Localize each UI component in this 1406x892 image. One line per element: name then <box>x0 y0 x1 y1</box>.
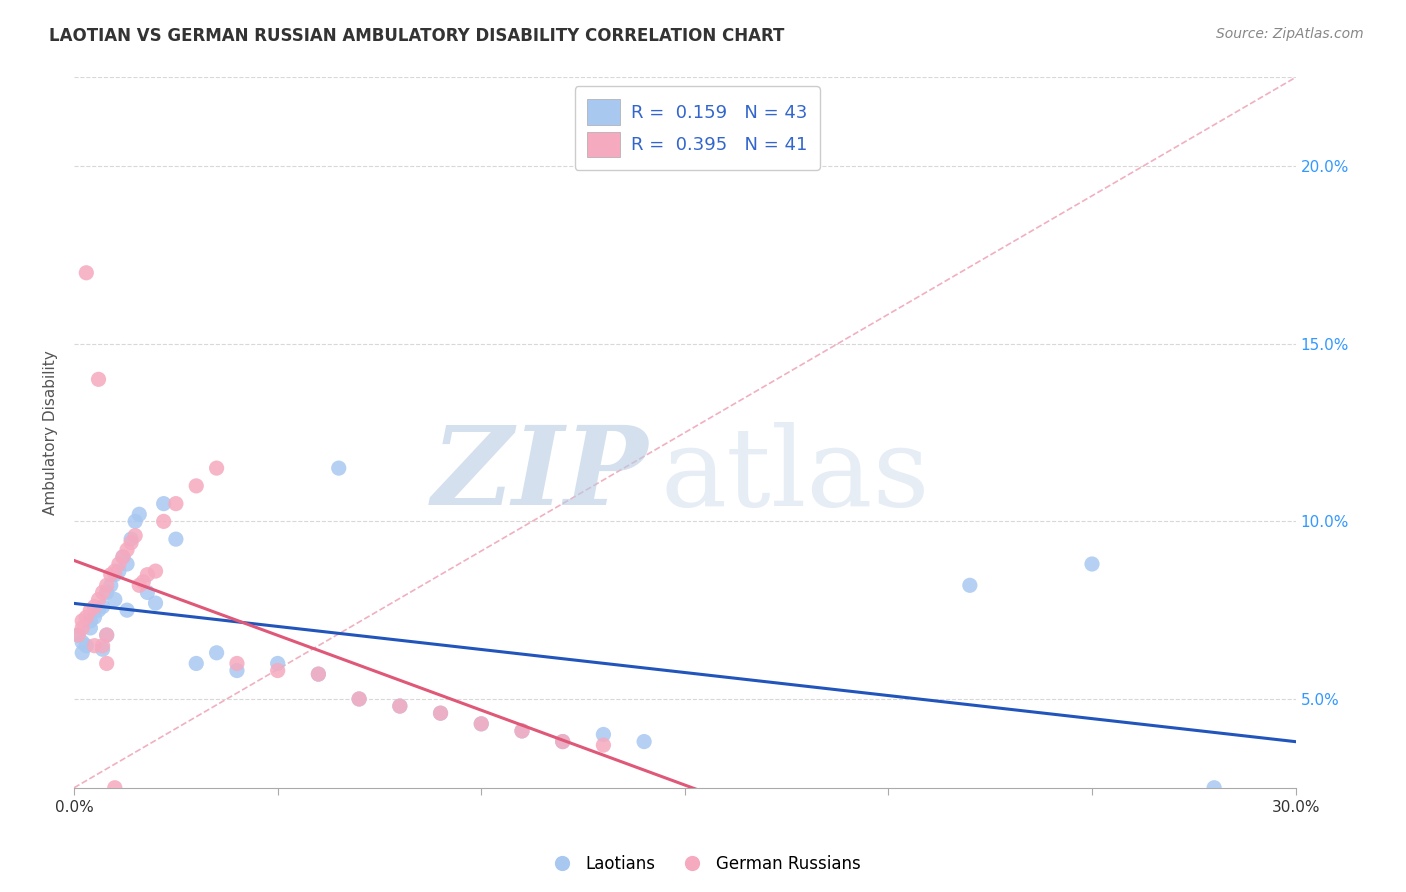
Point <box>83 610 105 624</box>
Point <box>128 508 150 522</box>
Point <box>108 557 131 571</box>
Point <box>186 479 208 493</box>
Point <box>104 567 127 582</box>
Point <box>152 497 174 511</box>
Point <box>266 664 288 678</box>
Point <box>75 639 97 653</box>
Point <box>124 515 146 529</box>
Point <box>70 646 93 660</box>
Point <box>551 734 574 748</box>
Point <box>124 528 146 542</box>
Point <box>328 461 350 475</box>
Point <box>347 692 370 706</box>
Point <box>510 723 533 738</box>
Point <box>959 578 981 592</box>
Point <box>75 266 97 280</box>
Point <box>115 603 138 617</box>
Point <box>132 574 155 589</box>
Point <box>70 635 93 649</box>
Y-axis label: Ambulatory Disability: Ambulatory Disability <box>44 351 58 515</box>
Point <box>510 723 533 738</box>
Point <box>592 738 614 752</box>
Point <box>429 706 451 721</box>
Point <box>87 603 110 617</box>
Point <box>266 657 288 671</box>
Point <box>67 628 90 642</box>
Point <box>91 642 114 657</box>
Legend: Laotians, German Russians: Laotians, German Russians <box>538 848 868 880</box>
Point <box>96 578 118 592</box>
Point <box>96 657 118 671</box>
Text: Source: ZipAtlas.com: Source: ZipAtlas.com <box>1216 27 1364 41</box>
Point <box>100 567 122 582</box>
Point <box>100 578 122 592</box>
Point <box>226 664 249 678</box>
Point <box>429 706 451 721</box>
Point <box>205 461 228 475</box>
Point <box>96 628 118 642</box>
Point <box>307 667 329 681</box>
Point <box>70 614 93 628</box>
Point <box>87 372 110 386</box>
Point <box>388 699 411 714</box>
Point <box>145 564 167 578</box>
Point <box>120 532 142 546</box>
Point <box>186 657 208 671</box>
Point <box>152 515 174 529</box>
Text: atlas: atlas <box>661 422 929 529</box>
Point <box>83 599 105 614</box>
Point <box>136 585 159 599</box>
Point <box>226 657 249 671</box>
Point <box>79 621 101 635</box>
Point <box>205 646 228 660</box>
Point <box>104 564 127 578</box>
Point <box>551 734 574 748</box>
Point <box>136 567 159 582</box>
Point <box>91 639 114 653</box>
Point <box>91 585 114 599</box>
Point <box>70 621 93 635</box>
Point <box>115 542 138 557</box>
Point <box>128 578 150 592</box>
Point <box>79 603 101 617</box>
Point <box>592 727 614 741</box>
Point <box>115 557 138 571</box>
Point <box>165 497 187 511</box>
Point <box>96 585 118 599</box>
Point <box>145 596 167 610</box>
Point <box>120 535 142 549</box>
Point <box>388 699 411 714</box>
Point <box>1204 780 1226 795</box>
Point <box>307 667 329 681</box>
Point <box>104 780 127 795</box>
Point <box>96 628 118 642</box>
Legend: R =  0.159   N = 43, R =  0.395   N = 41: R = 0.159 N = 43, R = 0.395 N = 41 <box>575 87 820 170</box>
Point <box>111 549 134 564</box>
Point <box>87 592 110 607</box>
Point <box>91 599 114 614</box>
Point <box>633 734 655 748</box>
Point <box>75 610 97 624</box>
Point <box>67 628 90 642</box>
Point <box>1081 557 1104 571</box>
Text: LAOTIAN VS GERMAN RUSSIAN AMBULATORY DISABILITY CORRELATION CHART: LAOTIAN VS GERMAN RUSSIAN AMBULATORY DIS… <box>49 27 785 45</box>
Point <box>83 639 105 653</box>
Point <box>104 592 127 607</box>
Point <box>165 532 187 546</box>
Point <box>470 716 492 731</box>
Point <box>111 549 134 564</box>
Point <box>470 716 492 731</box>
Text: ZIP: ZIP <box>432 421 648 529</box>
Point <box>79 614 101 628</box>
Point <box>347 692 370 706</box>
Point <box>108 564 131 578</box>
